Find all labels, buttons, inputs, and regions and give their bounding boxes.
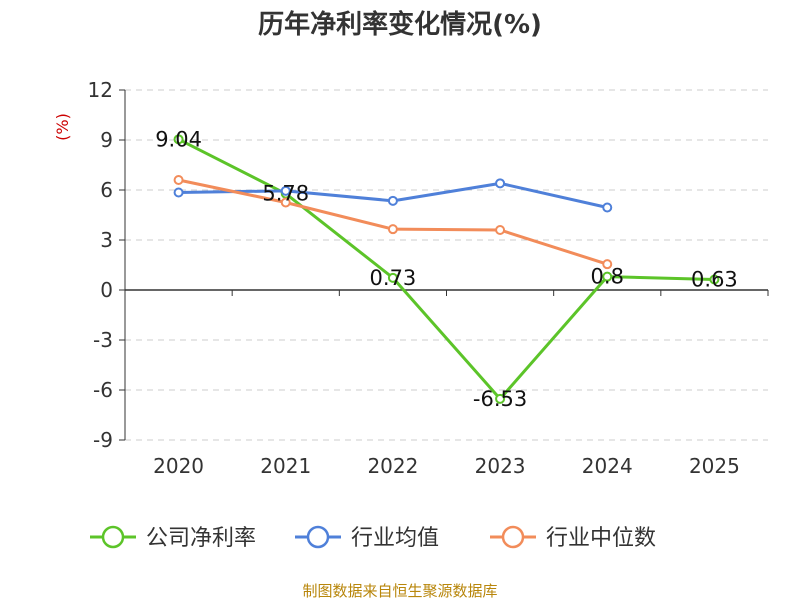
data-labels: 9.04 5.78 0.73 -6.53 0.8 0.63	[155, 127, 738, 411]
y-tick-label: 12	[88, 78, 113, 102]
series-point-1	[387, 195, 398, 206]
x-tick-label: 2025	[689, 454, 740, 478]
legend-label: 行业中位数	[546, 526, 656, 551]
series-point-1	[495, 178, 506, 189]
axes	[119, 89, 769, 441]
series-point-0	[709, 274, 720, 285]
chart-title: 历年净利率变化情况(%)	[258, 9, 542, 40]
series-point-2	[387, 224, 398, 235]
data-label: 9.04	[155, 127, 202, 151]
y-tick-label: 6	[100, 178, 113, 202]
y-tick-label: 9	[100, 128, 113, 152]
y-tick-label: 0	[100, 278, 113, 302]
grid-lines	[125, 89, 768, 441]
series-point-1	[280, 185, 291, 196]
series-point-2	[173, 175, 184, 185]
series-point-0	[495, 393, 506, 404]
series-point-0	[173, 134, 184, 145]
series-point-1	[173, 187, 184, 198]
y-tick-label: -6	[93, 378, 113, 402]
series-point-2	[280, 197, 291, 208]
series-point-0	[387, 272, 398, 283]
y-tick-labels: 12 9 6 3 0 -3 -6 -9	[88, 78, 113, 452]
legend-marker	[501, 525, 525, 549]
data-label: -6.53	[473, 387, 527, 411]
legend: 公司净利率 行业均值 行业中位数	[90, 525, 656, 551]
x-tick-label: 2023	[475, 454, 526, 478]
legend-marker	[306, 525, 330, 549]
y-axis-unit: (%)	[53, 113, 72, 141]
data-label: 0.73	[370, 266, 417, 290]
x-tick-label: 2022	[367, 454, 418, 478]
series-lines	[173, 134, 720, 404]
series-point-2	[602, 259, 613, 270]
x-tick-label: 2024	[582, 454, 633, 478]
y-tick-label: 3	[100, 228, 113, 252]
series-point-2	[495, 225, 506, 235]
y-tick-label: -9	[93, 428, 113, 452]
legend-item: 公司净利率	[90, 525, 256, 551]
x-tick-label: 2021	[260, 454, 311, 478]
data-label: 0.63	[691, 268, 738, 292]
y-tick-label: -3	[93, 328, 113, 352]
legend-item: 行业均值	[295, 525, 439, 551]
series-line-0	[177, 137, 715, 401]
data-label: 0.8	[591, 265, 624, 289]
series-point-0	[602, 271, 613, 282]
data-label: 5.78	[262, 182, 309, 206]
legend-label: 行业均值	[351, 526, 439, 551]
legend-label: 公司净利率	[146, 526, 256, 551]
x-tick-labels: 2020 2021 2022 2023 2024 2025	[153, 454, 740, 478]
series-point-1	[602, 202, 613, 213]
legend-marker	[101, 525, 125, 549]
legend-item: 行业中位数	[490, 525, 656, 551]
x-tick-label: 2020	[153, 454, 204, 478]
source-note: 制图数据来自恒生聚源数据库	[302, 582, 497, 600]
